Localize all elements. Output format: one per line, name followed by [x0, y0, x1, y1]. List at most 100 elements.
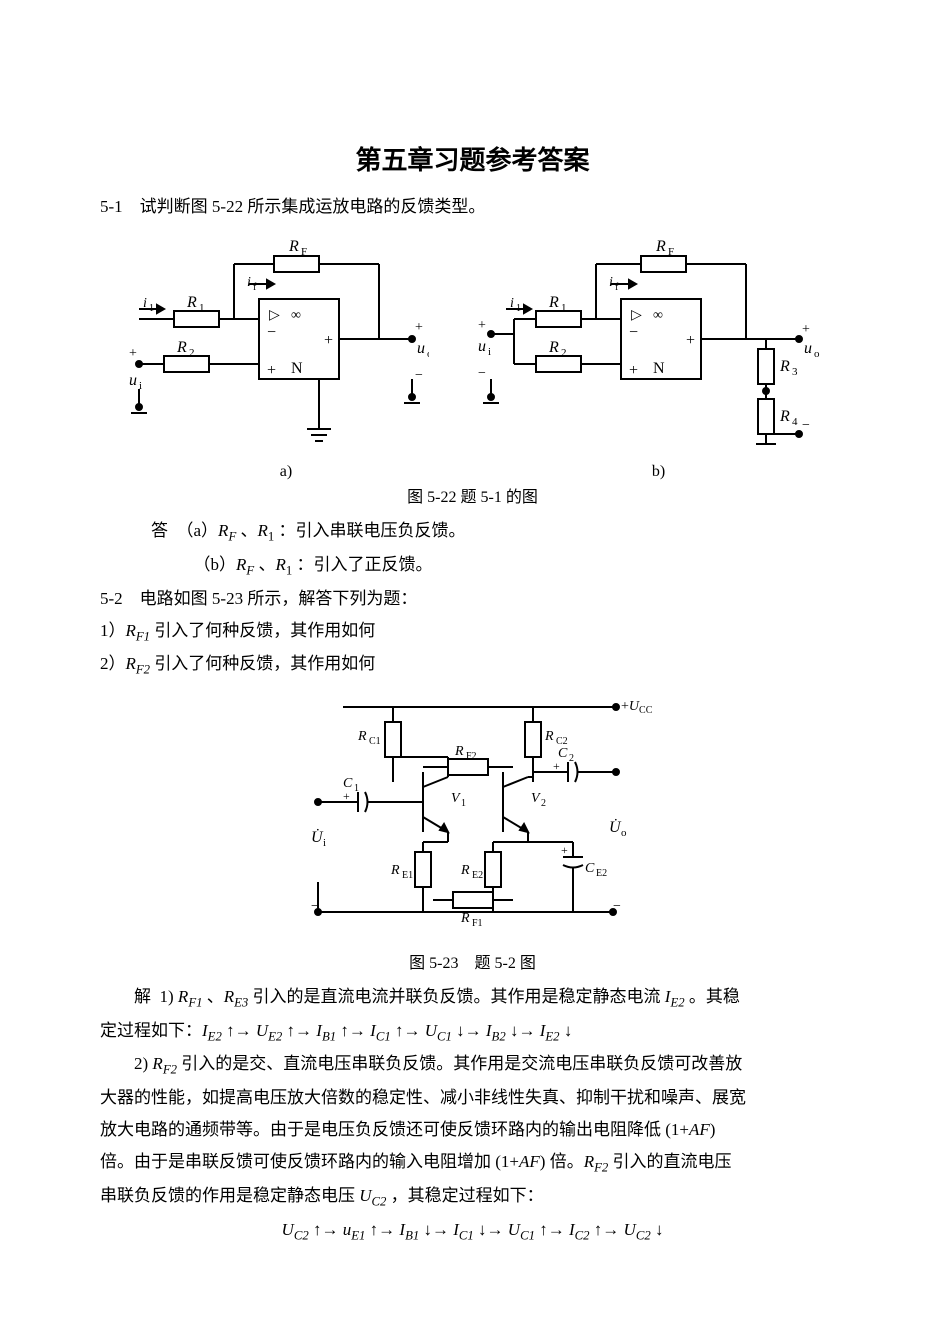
svg-text:+: + — [686, 332, 695, 349]
svg-text:▷: ▷ — [269, 308, 280, 323]
circuit-5-23: +UCC RC1 RC2 RF2 C2 + C1 + V1 V2 U̇i U̇o… — [273, 682, 673, 942]
svg-text:+UCC: +UCC — [621, 699, 653, 716]
svg-text:V: V — [451, 791, 461, 806]
svg-text:i: i — [510, 296, 514, 311]
page: 第五章习题参考答案 5-1 试判断图 5-22 所示集成运放电路的反馈类型。 — [0, 0, 945, 1335]
svg-text:∞: ∞ — [653, 308, 663, 323]
svg-text:+: + — [129, 346, 137, 361]
fig-5-23-caption: 图 5-23 题 5-2 图 — [100, 949, 845, 973]
fig-5-22-labels: a) b) — [100, 463, 845, 481]
svg-text:4: 4 — [792, 416, 798, 428]
answer-head: 答 — [151, 521, 168, 540]
svg-text:R: R — [357, 729, 367, 744]
svg-text:F: F — [301, 246, 307, 258]
svg-text:+: + — [561, 843, 568, 857]
svg-text:−: − — [311, 899, 319, 914]
svg-text:R: R — [460, 863, 470, 878]
svg-text:u: u — [129, 372, 137, 389]
svg-text:1: 1 — [149, 303, 154, 314]
svg-text:+: + — [267, 362, 276, 379]
svg-text:F1: F1 — [472, 918, 483, 929]
svg-text:+: + — [415, 320, 423, 335]
svg-text:u: u — [478, 338, 486, 355]
svg-text:−: − — [415, 368, 423, 383]
svg-text:F2: F2 — [466, 751, 477, 762]
svg-text:−: − — [613, 899, 621, 914]
fig-5-22-caption: 图 5-22 题 5-1 的图 — [100, 483, 845, 507]
svg-text:1: 1 — [516, 303, 521, 314]
q5-2-item2: 2）RF2 引入了何种反馈，其作用如何 — [100, 648, 845, 682]
svg-text:R: R — [544, 729, 554, 744]
svg-text:▷: ▷ — [631, 308, 642, 323]
svg-text:−: − — [629, 324, 638, 341]
svg-text:1: 1 — [561, 302, 567, 314]
fig-b-label: b) — [652, 463, 665, 481]
svg-text:i: i — [323, 837, 326, 849]
q5-2-item1: 1）RF1 引入了何种反馈，其作用如何 — [100, 615, 845, 649]
fig-5-22-row: RF if i1 R1 R2 ui uo + + − ▷ ∞ − + + N — [100, 229, 845, 459]
svg-text:i: i — [609, 275, 613, 290]
svg-text:i: i — [143, 296, 147, 311]
svg-text:i: i — [139, 380, 142, 392]
svg-text:+: + — [553, 759, 560, 773]
svg-text:1: 1 — [354, 783, 359, 794]
q5-2-sol1-b: 定过程如下：IE2 ↑→ UE2 ↑→ IB1 ↑→ IC1 ↑→ UC1 ↓→… — [100, 1015, 845, 1049]
svg-text:E2: E2 — [596, 868, 607, 879]
svg-text:o: o — [621, 827, 627, 839]
q5-2-prompt: 5-2 电路如图 5-23 所示，解答下列为题： — [100, 583, 845, 615]
svg-text:u: u — [804, 340, 812, 357]
q5-1-prompt: 5-1 试判断图 5-22 所示集成运放电路的反馈类型。 — [100, 191, 845, 223]
svg-text:2: 2 — [189, 347, 195, 359]
svg-text:R: R — [548, 339, 559, 356]
q5-2-sol2-chain: UC2 ↑→ uE1 ↑→ IB1 ↓→ IC1 ↓→ UC1 ↑→ IC2 ↑… — [100, 1214, 845, 1248]
svg-text:F: F — [668, 246, 674, 258]
q5-2-sol2-a: 2) RF2 引入的是交、直流电压串联负反馈。其作用是交流电压串联负反馈可改善放 — [100, 1048, 845, 1082]
svg-text:R: R — [548, 294, 559, 311]
svg-text:−: − — [802, 418, 810, 433]
svg-text:1: 1 — [461, 798, 466, 809]
svg-text:R: R — [779, 358, 790, 375]
svg-text:2: 2 — [561, 347, 567, 359]
svg-text:o: o — [814, 348, 820, 360]
svg-text:2: 2 — [569, 753, 574, 764]
q5-2-sol2-b: 大器的性能，如提高电压放大倍数的稳定性、减小非线性失真、抑制干扰和噪声、展宽 — [100, 1082, 845, 1114]
svg-text:R: R — [390, 863, 400, 878]
svg-text:2: 2 — [541, 798, 546, 809]
circuit-5-22b: RF if i1 R1 R2 R3 R4 ui uo + − + − ▷ ∞ −… — [466, 229, 826, 459]
svg-text:+: + — [343, 789, 350, 803]
svg-text:N: N — [653, 360, 665, 377]
svg-text:o: o — [427, 348, 429, 360]
svg-text:+: + — [802, 322, 810, 337]
svg-text:R: R — [186, 294, 197, 311]
q5-1-answer-b: （b）RF 、R1 ：引入了正反馈。 — [100, 549, 845, 583]
svg-text:R: R — [460, 911, 470, 926]
svg-text:R: R — [454, 744, 464, 759]
svg-text:1: 1 — [199, 302, 205, 314]
fig-5-23-wrap: +UCC RC1 RC2 RF2 C2 + C1 + V1 V2 U̇i U̇o… — [100, 682, 845, 947]
q5-2-sol1-a: 解 1) RF1 、RE3 引入的是直流电流并联负反馈。其作用是稳定静态电流 I… — [100, 981, 845, 1015]
svg-text:E2: E2 — [472, 870, 483, 881]
svg-text:C1: C1 — [369, 736, 381, 747]
svg-text:i: i — [488, 346, 491, 358]
svg-text:R: R — [779, 408, 790, 425]
q5-2-sol2-e: 串联负反馈的作用是稳定静态电压 UC2 ，其稳定过程如下： — [100, 1180, 845, 1214]
svg-text:C: C — [585, 861, 595, 876]
svg-text:∞: ∞ — [291, 308, 301, 323]
circuit-5-22a: RF if i1 R1 R2 ui uo + + − ▷ ∞ − + + N — [119, 229, 429, 459]
solution-head: 解 — [134, 987, 151, 1006]
svg-text:+: + — [324, 332, 333, 349]
svg-text:+: + — [478, 318, 486, 333]
q5-2-sol2-c: 放大电路的通频带等。由于是电压负反馈还可使反馈环路内的输出电阻降低 (1+AF) — [100, 1114, 845, 1146]
svg-text:3: 3 — [792, 366, 798, 378]
svg-text:R: R — [288, 238, 299, 255]
q5-1-answer-a: 答 （a）RF 、R1 ：引入串联电压负反馈。 — [100, 515, 845, 549]
svg-text:R: R — [176, 339, 187, 356]
fig-a-label: a) — [280, 463, 292, 481]
svg-text:+: + — [629, 362, 638, 379]
chapter-title: 第五章习题参考答案 — [100, 140, 845, 177]
svg-text:V: V — [531, 791, 541, 806]
svg-text:N: N — [291, 360, 303, 377]
svg-text:u: u — [417, 340, 425, 357]
svg-text:R: R — [655, 238, 666, 255]
q5-2-sol2-d: 倍。由于是串联反馈可使反馈环路内的输入电阻增加 (1+AF) 倍。RF2 引入的… — [100, 1146, 845, 1180]
